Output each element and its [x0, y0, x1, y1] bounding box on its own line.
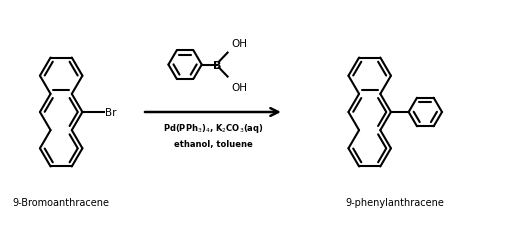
Text: OH: OH: [231, 82, 248, 92]
Text: Br: Br: [104, 108, 116, 117]
Text: ethanol, toluene: ethanol, toluene: [174, 140, 252, 149]
Text: 9-phenylanthracene: 9-phenylanthracene: [346, 197, 444, 207]
Text: Pd(PPh$_3$)$_4$, K$_2$CO$_3$(aq): Pd(PPh$_3$)$_4$, K$_2$CO$_3$(aq): [162, 122, 263, 134]
Text: 9-Bromoanthracene: 9-Bromoanthracene: [13, 197, 110, 207]
Text: OH: OH: [231, 38, 248, 48]
Text: B: B: [213, 60, 221, 70]
